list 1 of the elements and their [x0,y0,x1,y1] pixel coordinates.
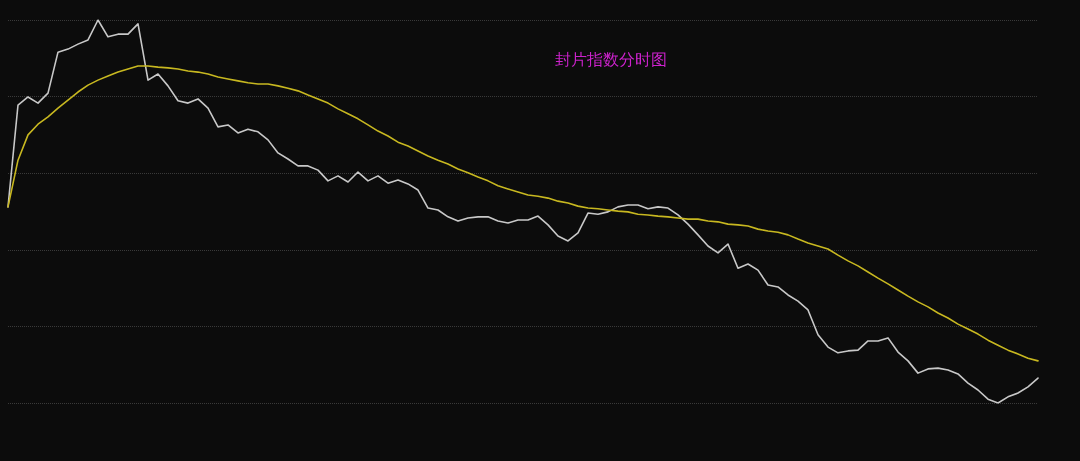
text: 封片指数分时图 [555,49,667,69]
